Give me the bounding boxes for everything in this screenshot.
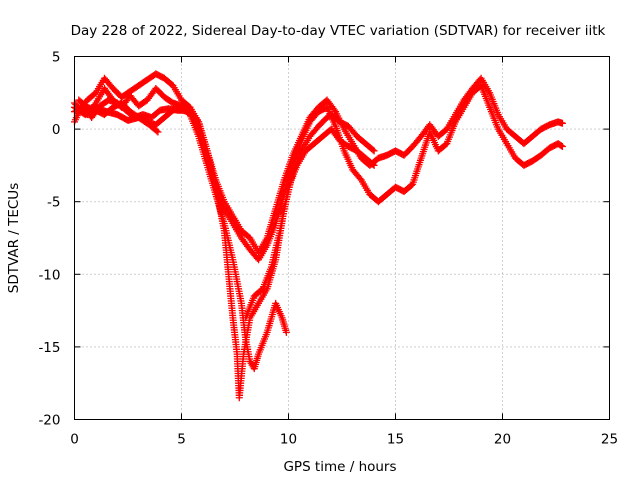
- x-tick-label: 10: [280, 432, 297, 448]
- data-point: [369, 160, 377, 168]
- y-axis-label: SDTVAR / TECUs: [6, 183, 22, 293]
- y-tick-label: -20: [38, 413, 60, 429]
- tick-labels: 0 5 10 15 20 25 5 0 -5 -10 -15 -20: [38, 50, 618, 448]
- series-5: [242, 125, 378, 322]
- y-tick-label: 0: [52, 122, 61, 138]
- data-point: [356, 174, 364, 182]
- chart-title: Day 228 of 2022, Sidereal Day-to-day VTE…: [71, 23, 606, 39]
- y-tick-label: 5: [52, 50, 61, 66]
- y-tick-label: -15: [38, 340, 60, 356]
- x-tick-label: 5: [177, 432, 186, 448]
- data-point: [558, 119, 566, 127]
- series-3: [75, 96, 290, 373]
- data-point: [370, 147, 378, 155]
- x-tick-label: 0: [70, 432, 79, 448]
- data-point: [154, 128, 162, 136]
- series-2: [71, 96, 378, 402]
- data-point: [557, 142, 565, 150]
- data-point: [153, 127, 161, 135]
- x-tick-label: 25: [601, 432, 618, 448]
- x-tick-label: 20: [494, 432, 511, 448]
- data-point: [369, 146, 377, 154]
- data-point: [370, 161, 378, 169]
- data-point: [330, 106, 338, 114]
- x-axis-label: GPS time / hours: [283, 459, 396, 475]
- y-tick-label: -5: [47, 195, 60, 211]
- x-tick-label: 15: [387, 432, 404, 448]
- y-tick-label: -10: [38, 267, 60, 283]
- plot-frame: [74, 56, 610, 420]
- data-point: [282, 328, 290, 336]
- data-point: [193, 116, 201, 124]
- data-point: [558, 143, 566, 151]
- data-marks: [71, 70, 566, 402]
- series-4: [71, 103, 162, 136]
